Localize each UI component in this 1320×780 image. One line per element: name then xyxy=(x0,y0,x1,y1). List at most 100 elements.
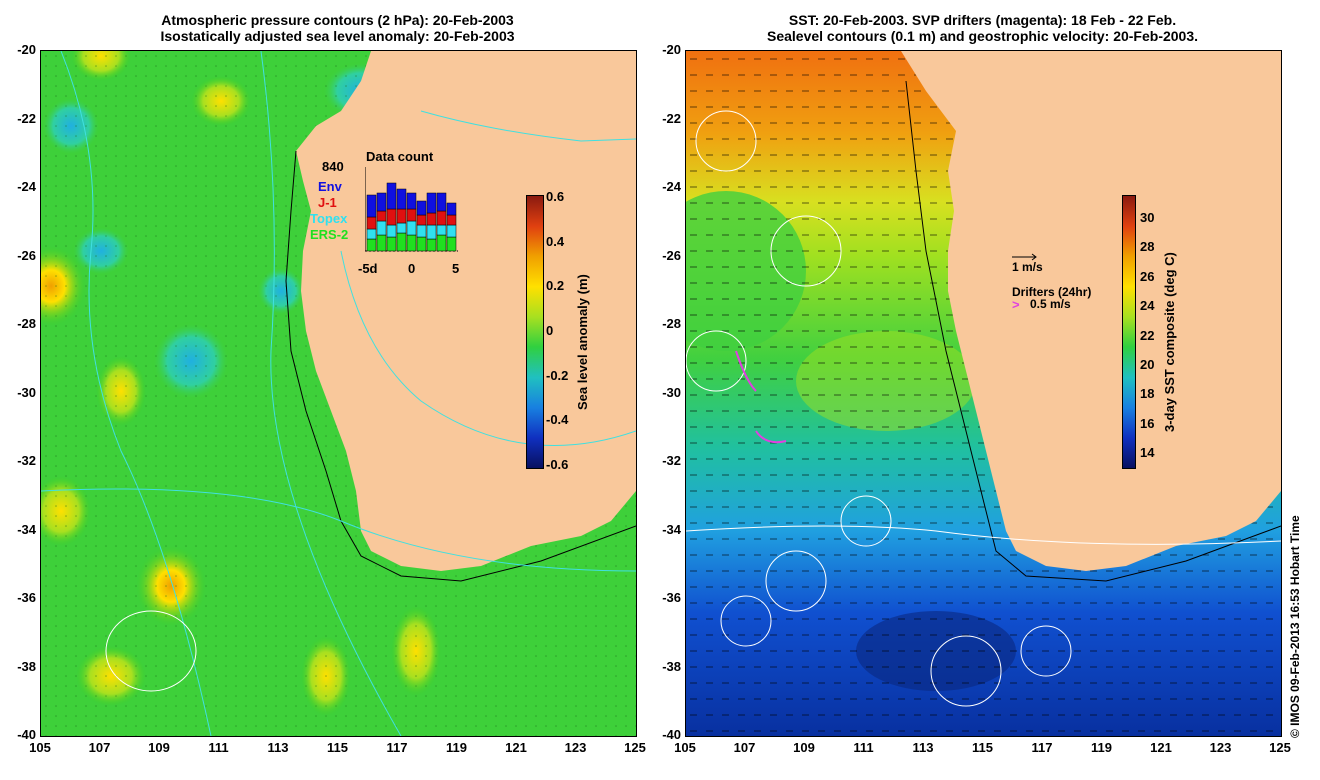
inset-bar xyxy=(376,210,387,222)
inset-bar xyxy=(416,224,427,238)
data-count-bars xyxy=(365,167,458,252)
right-xtick: 111 xyxy=(853,740,874,755)
left-xtick: 121 xyxy=(505,740,527,755)
left-colorbar-tick: 0.6 xyxy=(546,189,565,204)
inset-bar xyxy=(416,200,427,216)
left-colorbar-tick: -0.4 xyxy=(546,412,569,428)
inset-bar xyxy=(376,234,387,252)
inset-bar xyxy=(396,222,407,234)
drifters-scale-label: 0.5 m/s xyxy=(1030,297,1071,311)
left-xtick: 115 xyxy=(327,740,348,755)
legend-j1: J-1 xyxy=(318,195,337,210)
left-ytick: -32 xyxy=(17,453,36,468)
inset-bar xyxy=(416,214,427,226)
velocity-scale-label: 1 m/s xyxy=(1012,260,1043,274)
inset-xtick-2: 0 xyxy=(408,261,416,276)
left-title-line1: Atmospheric pressure contours (2 hPa): 2… xyxy=(161,12,514,28)
right-ytick: -38 xyxy=(662,658,681,674)
right-colorbar-tick: 24 xyxy=(1140,298,1155,314)
left-colorbar-tick: 0.2 xyxy=(546,278,565,294)
inset-bar xyxy=(446,224,457,238)
inset-bar xyxy=(426,212,437,226)
right-xtick: 119 xyxy=(1091,740,1112,755)
right-xtick: 109 xyxy=(793,740,815,755)
inset-bar xyxy=(396,208,407,224)
inset-bar xyxy=(426,238,437,252)
left-ytick: -40 xyxy=(17,727,36,742)
right-colorbar-tick: 14 xyxy=(1140,445,1155,460)
inset-bar xyxy=(416,236,427,252)
left-xtick: 111 xyxy=(208,740,229,755)
inset-bar xyxy=(406,234,417,252)
left-ytick: -26 xyxy=(17,247,36,263)
inset-bar xyxy=(426,192,437,214)
inset-bar xyxy=(366,216,377,230)
inset-bar xyxy=(386,224,397,238)
inset-xtick-3: 5 xyxy=(452,261,460,276)
inset-bar xyxy=(366,228,377,240)
inset-bar xyxy=(376,192,387,212)
left-title-line2: Isostatically adjusted sea level anomaly… xyxy=(160,28,515,44)
right-colorbar-tick: 26 xyxy=(1140,268,1155,284)
right-xtick: 121 xyxy=(1150,740,1172,755)
left-colorbar xyxy=(526,195,544,469)
inset-bar xyxy=(436,210,447,226)
right-ytick: -20 xyxy=(662,42,681,57)
legend-topex: Topex xyxy=(310,211,348,226)
drifter-arrow-icon: > xyxy=(1012,297,1020,312)
right-ytick: -40 xyxy=(662,727,681,742)
left-xtick: 123 xyxy=(564,740,587,755)
right-colorbar-tick: 28 xyxy=(1140,239,1155,255)
inset-bar xyxy=(366,194,377,218)
right-colorbar-tick: 16 xyxy=(1140,415,1155,431)
left-ytick: -20 xyxy=(17,42,36,57)
left-ytick: -34 xyxy=(17,521,36,537)
inset-bar xyxy=(386,208,397,226)
right-ytick: -32 xyxy=(662,453,681,468)
inset-bar xyxy=(396,188,407,210)
right-ytick: -28 xyxy=(662,316,681,331)
right-ytick: -24 xyxy=(662,179,681,194)
left-colorbar-tick: -0.2 xyxy=(546,367,569,383)
right-ytick: -34 xyxy=(662,521,681,537)
right-ytick: -22 xyxy=(662,110,681,126)
sst-map xyxy=(686,51,1281,736)
right-xtick: 113 xyxy=(912,740,934,755)
right-colorbar xyxy=(1122,195,1136,469)
right-ytick: -30 xyxy=(662,384,681,400)
right-title-line2: Sealevel contours (0.1 m) and geostrophi… xyxy=(766,28,1199,44)
inset-bar xyxy=(406,192,417,210)
right-xtick: 105 xyxy=(674,740,696,755)
inset-bar xyxy=(446,202,457,216)
inset-count: 840 xyxy=(322,159,344,174)
left-ytick: -24 xyxy=(17,179,36,194)
right-title-line1: SST: 20-Feb-2003. SVP drifters (magenta)… xyxy=(788,12,1177,28)
legend-env: Env xyxy=(318,179,342,194)
left-xtick: 125 xyxy=(624,740,646,755)
right-map-panel xyxy=(685,50,1282,737)
data-count-inset: 840 Data count Env J-1 Topex ERS-2 -5d 0… xyxy=(310,145,470,285)
inset-bar xyxy=(366,238,377,252)
inset-bar xyxy=(426,224,437,240)
legend-ers2: ERS-2 xyxy=(310,227,349,242)
left-xtick: 119 xyxy=(446,740,467,755)
left-ytick: -36 xyxy=(17,590,36,605)
left-ytick: -30 xyxy=(17,384,36,400)
right-colorbar-tick: 18 xyxy=(1140,386,1155,402)
left-ytick: -38 xyxy=(17,658,36,674)
copyright-text: © IMOS 09-Feb-2013 16:53 Hobart Time xyxy=(1288,515,1302,738)
inset-title: Data count xyxy=(366,149,434,164)
left-colorbar-tick: 0.4 xyxy=(546,233,565,249)
left-xtick: 105 xyxy=(29,740,51,755)
left-xtick: 117 xyxy=(386,740,408,755)
inset-bar xyxy=(396,232,407,252)
left-ytick: -28 xyxy=(17,316,36,331)
inset-bar xyxy=(386,182,397,210)
inset-bar xyxy=(436,192,447,212)
right-ytick: -26 xyxy=(662,247,681,263)
right-xtick: 107 xyxy=(733,740,756,755)
right-xtick: 117 xyxy=(1031,740,1053,755)
inset-bar xyxy=(436,224,447,236)
right-colorbar-tick: 20 xyxy=(1140,356,1155,372)
left-colorbar-title: Sea level anomaly (m) xyxy=(575,274,590,410)
